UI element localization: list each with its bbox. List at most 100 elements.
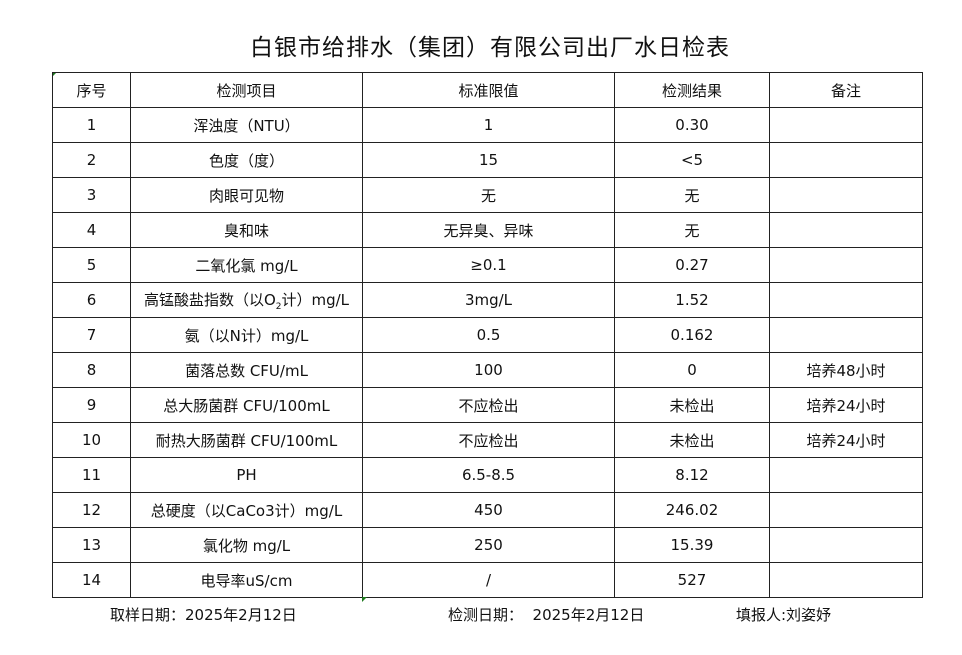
header-result[interactable]: 检测结果 bbox=[614, 72, 770, 108]
cell-note[interactable] bbox=[769, 562, 923, 598]
cell-result[interactable]: 0 bbox=[614, 352, 770, 388]
cell-note[interactable] bbox=[769, 212, 923, 248]
cell-limit[interactable]: 不应检出 bbox=[362, 387, 615, 423]
cell-limit[interactable]: / bbox=[362, 562, 615, 598]
sampling-date: 取样日期：2025年2月12日 bbox=[110, 606, 297, 624]
cell-note[interactable] bbox=[769, 247, 923, 283]
header-no[interactable]: 序号 bbox=[52, 72, 131, 108]
cell-result-text: 无 bbox=[684, 186, 700, 205]
cell-result[interactable]: 15.39 bbox=[614, 527, 770, 563]
cell-note[interactable] bbox=[769, 527, 923, 563]
cell-no-text: 6 bbox=[86, 291, 97, 309]
cell-no[interactable]: 13 bbox=[52, 527, 131, 563]
cell-item[interactable]: 总硬度（以CaCo3计）mg/L bbox=[130, 492, 363, 528]
cell-item[interactable]: 高锰酸盐指数（以O2计）mg/L bbox=[130, 282, 363, 318]
cell-item[interactable]: 氯化物 mg/L bbox=[130, 527, 363, 563]
cell-note[interactable] bbox=[769, 142, 923, 178]
cell-result[interactable]: 无 bbox=[614, 212, 770, 248]
cell-result[interactable]: 0.162 bbox=[614, 317, 770, 353]
cell-result[interactable]: 0.27 bbox=[614, 247, 770, 283]
cell-no-text: 13 bbox=[81, 536, 102, 554]
cell-limit-text: / bbox=[485, 571, 492, 589]
table-row: 14 电导率uS/cm / 527 bbox=[52, 562, 923, 598]
cell-note[interactable] bbox=[769, 457, 923, 493]
cell-note[interactable]: 培养48小时 bbox=[769, 352, 923, 388]
cell-no[interactable]: 9 bbox=[52, 387, 131, 423]
cell-note-text: 培养24小时 bbox=[806, 396, 886, 415]
cell-no[interactable]: 7 bbox=[52, 317, 131, 353]
cell-item[interactable]: 菌落总数 CFU/mL bbox=[130, 352, 363, 388]
water-test-table: 序号 检测项目 标准限值 检测结果 备注 1 浑浊度（NTU） 1 0.30 2 色度（度… bbox=[52, 72, 923, 598]
cell-limit[interactable]: 无异臭、异味 bbox=[362, 212, 615, 248]
cell-limit[interactable]: 0.5 bbox=[362, 317, 615, 353]
cell-limit-text: 不应检出 bbox=[458, 396, 519, 415]
cell-result[interactable]: 0.30 bbox=[614, 107, 770, 143]
cell-note[interactable] bbox=[769, 492, 923, 528]
cell-no[interactable]: 11 bbox=[52, 457, 131, 493]
cell-item-text: 总大肠菌群 CFU/100mL bbox=[163, 396, 330, 415]
cell-limit[interactable]: 450 bbox=[362, 492, 615, 528]
cell-item[interactable]: 耐热大肠菌群 CFU/100mL bbox=[130, 422, 363, 458]
cell-limit[interactable]: 15 bbox=[362, 142, 615, 178]
cell-note[interactable] bbox=[769, 107, 923, 143]
cell-result[interactable]: 246.02 bbox=[614, 492, 770, 528]
cell-limit-text: 250 bbox=[474, 536, 503, 554]
cell-no[interactable]: 1 bbox=[52, 107, 131, 143]
cell-no-text: 8 bbox=[86, 361, 97, 379]
cell-result-text: 246.02 bbox=[665, 501, 719, 519]
cell-limit-text: 不应检出 bbox=[458, 431, 519, 450]
cell-item[interactable]: 二氧化氯 mg/L bbox=[130, 247, 363, 283]
cell-note[interactable]: 培养24小时 bbox=[769, 387, 923, 423]
cell-no[interactable]: 10 bbox=[52, 422, 131, 458]
cell-limit[interactable]: 250 bbox=[362, 527, 615, 563]
cell-no[interactable]: 5 bbox=[52, 247, 131, 283]
cell-item[interactable]: 色度（度） bbox=[130, 142, 363, 178]
cell-item[interactable]: 氨（以N计）mg/L bbox=[130, 317, 363, 353]
cell-item[interactable]: 浑浊度（NTU） bbox=[130, 107, 363, 143]
cell-no[interactable]: 2 bbox=[52, 142, 131, 178]
cell-limit[interactable]: 100 bbox=[362, 352, 615, 388]
cell-no[interactable]: 8 bbox=[52, 352, 131, 388]
cell-no-text: 11 bbox=[81, 466, 102, 484]
cell-no[interactable]: 14 bbox=[52, 562, 131, 598]
cell-result[interactable]: 8.12 bbox=[614, 457, 770, 493]
cell-no[interactable]: 6 bbox=[52, 282, 131, 318]
cell-result[interactable]: 未检出 bbox=[614, 422, 770, 458]
cell-item-text: 肉眼可见物 bbox=[208, 186, 284, 205]
cell-note[interactable] bbox=[769, 177, 923, 213]
cell-result[interactable]: 1.52 bbox=[614, 282, 770, 318]
cell-item[interactable]: 臭和味 bbox=[130, 212, 363, 248]
cell-note[interactable] bbox=[769, 282, 923, 318]
cell-limit[interactable]: 无 bbox=[362, 177, 615, 213]
cell-limit[interactable]: 不应检出 bbox=[362, 422, 615, 458]
cell-limit[interactable]: ≥0.1 bbox=[362, 247, 615, 283]
cell-note[interactable]: 培养24小时 bbox=[769, 422, 923, 458]
cell-no[interactable]: 12 bbox=[52, 492, 131, 528]
table-row: 12 总硬度（以CaCo3计）mg/L 450 246.02 bbox=[52, 492, 923, 528]
cell-item[interactable]: 肉眼可见物 bbox=[130, 177, 363, 213]
cell-result[interactable]: <5 bbox=[614, 142, 770, 178]
cell-limit[interactable]: 1 bbox=[362, 107, 615, 143]
cell-no[interactable]: 3 bbox=[52, 177, 131, 213]
header-limit[interactable]: 标准限值 bbox=[362, 72, 615, 108]
cell-limit-text: 100 bbox=[474, 361, 503, 379]
header-item[interactable]: 检测项目 bbox=[130, 72, 363, 108]
cell-no[interactable]: 4 bbox=[52, 212, 131, 248]
cell-item[interactable]: 总大肠菌群 CFU/100mL bbox=[130, 387, 363, 423]
cell-result[interactable]: 无 bbox=[614, 177, 770, 213]
cell-limit-text: ≥0.1 bbox=[470, 256, 507, 274]
table-row: 3 肉眼可见物 无 无 bbox=[52, 177, 923, 213]
cell-note[interactable] bbox=[769, 317, 923, 353]
header-note[interactable]: 备注 bbox=[769, 72, 923, 108]
cell-limit[interactable]: 3mg/L bbox=[362, 282, 615, 318]
cell-limit-text: 无 bbox=[480, 186, 496, 205]
cell-item[interactable]: PH bbox=[130, 457, 363, 493]
cell-limit-text: 0.5 bbox=[476, 326, 501, 344]
cell-item-text: 二氧化氯 mg/L bbox=[195, 256, 298, 275]
cell-limit[interactable]: 6.5-8.5 bbox=[362, 457, 615, 493]
cell-item[interactable]: 电导率uS/cm bbox=[130, 562, 363, 598]
cell-result[interactable]: 未检出 bbox=[614, 387, 770, 423]
cell-result[interactable]: 527 bbox=[614, 562, 770, 598]
cell-item-text: 浑浊度（NTU） bbox=[193, 116, 300, 135]
cell-item-text: 总硬度（以CaCo3计）mg/L bbox=[150, 501, 343, 520]
